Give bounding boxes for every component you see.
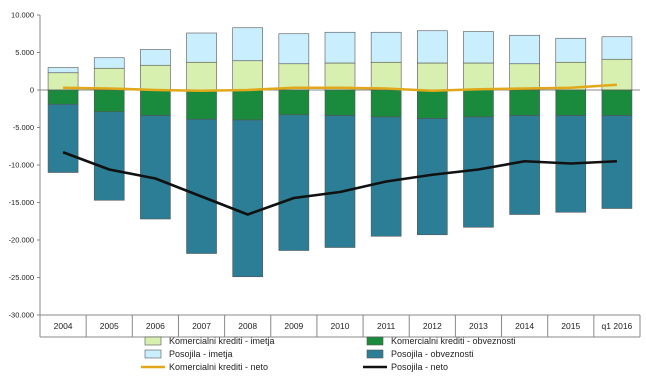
bar-segment-posojila-obveznosti-2014	[510, 116, 540, 215]
bar-segment-komercialni-krediti-imetja-2008	[233, 61, 263, 90]
bar-segment-komercialni-krediti-obveznosti-2014	[510, 90, 540, 116]
bar-segment-komercialni-krediti-imetja-2013	[463, 63, 493, 90]
bar-segment-posojila-imetja-2007	[187, 33, 217, 62]
bar-segment-posojila-imetja-2014	[510, 35, 540, 64]
bar-segment-posojila-imetja-2015	[556, 38, 586, 62]
x-tick-label: q1 2016	[602, 321, 633, 331]
x-tick-label: 2012	[423, 321, 442, 331]
x-tick-label: 2005	[100, 321, 119, 331]
bar-segment-komercialni-krediti-imetja-2012	[417, 63, 447, 90]
x-tick-label: 2007	[192, 321, 211, 331]
bar-segment-komercialni-krediti-obveznosti-2009	[279, 90, 309, 115]
x-tick-label: 2004	[54, 321, 73, 331]
bar-segment-komercialni-krediti-imetja-2005	[94, 68, 124, 90]
bar-segment-komercialni-krediti-obveznosti-2005	[94, 90, 124, 112]
legend-swatch	[145, 350, 161, 358]
bar-segment-posojila-obveznosti-2005	[94, 112, 124, 201]
bar-segment-komercialni-krediti-obveznosti-2013	[463, 90, 493, 117]
bar-segment-posojila-imetja-2009	[279, 34, 309, 64]
y-tick-label: 0	[30, 86, 34, 95]
x-tick-label: 2015	[561, 321, 580, 331]
x-tick-label: 2013	[469, 321, 488, 331]
bar-segment-komercialni-krediti-obveznosti-2012	[417, 90, 447, 119]
bar-segment-komercialni-krediti-obveznosti-2015	[556, 90, 586, 116]
bars-layer	[48, 28, 632, 277]
bar-segment-posojila-obveznosti-2011	[371, 117, 401, 236]
bar-segment-komercialni-krediti-obveznosti-2004	[48, 90, 78, 104]
bar-segment-posojila-imetja-2008	[233, 28, 263, 61]
x-tick-label: 2009	[284, 321, 303, 331]
bar-segment-komercialni-krediti-obveznosti-q1-2016	[602, 90, 632, 116]
y-tick-label: -15.000	[9, 198, 34, 207]
legend-label: Posojila - obveznosti	[391, 349, 474, 359]
bar-segment-posojila-imetja-2005	[94, 58, 124, 69]
legend-label: Komercialni krediti - neto	[169, 362, 268, 372]
bar-segment-posojila-imetja-q1-2016	[602, 37, 632, 60]
legend-item: Posojila - obveznosti	[367, 349, 474, 359]
x-tick-label: 2008	[238, 321, 257, 331]
bar-segment-komercialni-krediti-imetja-2007	[187, 62, 217, 90]
bar-segment-posojila-obveznosti-2007	[187, 119, 217, 253]
bar-segment-posojila-imetja-2006	[140, 50, 170, 66]
x-tick-label: 2006	[146, 321, 165, 331]
x-tick-label: 2010	[331, 321, 350, 331]
y-tick-label: -5.000	[13, 123, 34, 132]
bar-segment-komercialni-krediti-obveznosti-2006	[140, 90, 170, 116]
legend-item: Posojila - imetja	[145, 349, 233, 359]
bar-segment-komercialni-krediti-obveznosti-2008	[233, 90, 263, 120]
bar-segment-komercialni-krediti-obveznosti-2007	[187, 90, 217, 119]
legend-label: Posojila - neto	[391, 362, 448, 372]
legend-swatch	[367, 350, 383, 358]
legend-item: Komercialni krediti - neto	[141, 362, 268, 372]
bar-segment-komercialni-krediti-imetja-2009	[279, 64, 309, 90]
bar-segment-posojila-obveznosti-2009	[279, 115, 309, 251]
legend-label: Komercialni krediti - obveznosti	[391, 336, 516, 346]
bar-segment-posojila-imetja-2011	[371, 32, 401, 62]
legend-swatch	[145, 337, 161, 345]
bar-segment-posojila-obveznosti-2013	[463, 117, 493, 227]
legend-label: Komercialni krediti - imetja	[169, 336, 275, 346]
y-tick-label: -30.000	[9, 311, 34, 320]
bar-segment-komercialni-krediti-imetja-2011	[371, 62, 401, 90]
y-tick-label: -10.000	[9, 161, 34, 170]
bar-segment-posojila-obveznosti-2006	[140, 116, 170, 220]
bar-segment-komercialni-krediti-imetja-2010	[325, 63, 355, 90]
bar-segment-komercialni-krediti-obveznosti-2011	[371, 90, 401, 117]
bar-segment-komercialni-krediti-imetja-2006	[140, 65, 170, 90]
bar-segment-posojila-imetja-2012	[417, 31, 447, 63]
legend-item: Posojila - neto	[363, 362, 448, 372]
y-tick-label: -25.000	[9, 273, 34, 282]
legend-swatch	[367, 337, 383, 345]
bar-segment-posojila-obveznosti-2010	[325, 116, 355, 248]
x-tick-label: 2011	[377, 321, 396, 331]
bar-segment-posojila-imetja-2013	[463, 32, 493, 64]
y-tick-label: 5.000	[15, 48, 34, 57]
bar-segment-posojila-obveznosti-2004	[48, 104, 78, 172]
y-tick-label: 10.000	[11, 11, 34, 20]
bar-segment-posojila-imetja-2010	[325, 32, 355, 63]
y-tick-label: -20.000	[9, 236, 34, 245]
legend: Komercialni krediti - imetja Posojila - i…	[141, 336, 516, 372]
legend-label: Posojila - imetja	[169, 349, 233, 359]
bar-segment-komercialni-krediti-imetja-2014	[510, 64, 540, 90]
bar-segment-posojila-imetja-2004	[48, 68, 78, 73]
bar-segment-posojila-obveznosti-2008	[233, 120, 263, 277]
x-tick-label: 2014	[515, 321, 534, 331]
bar-segment-komercialni-krediti-obveznosti-2010	[325, 90, 355, 116]
